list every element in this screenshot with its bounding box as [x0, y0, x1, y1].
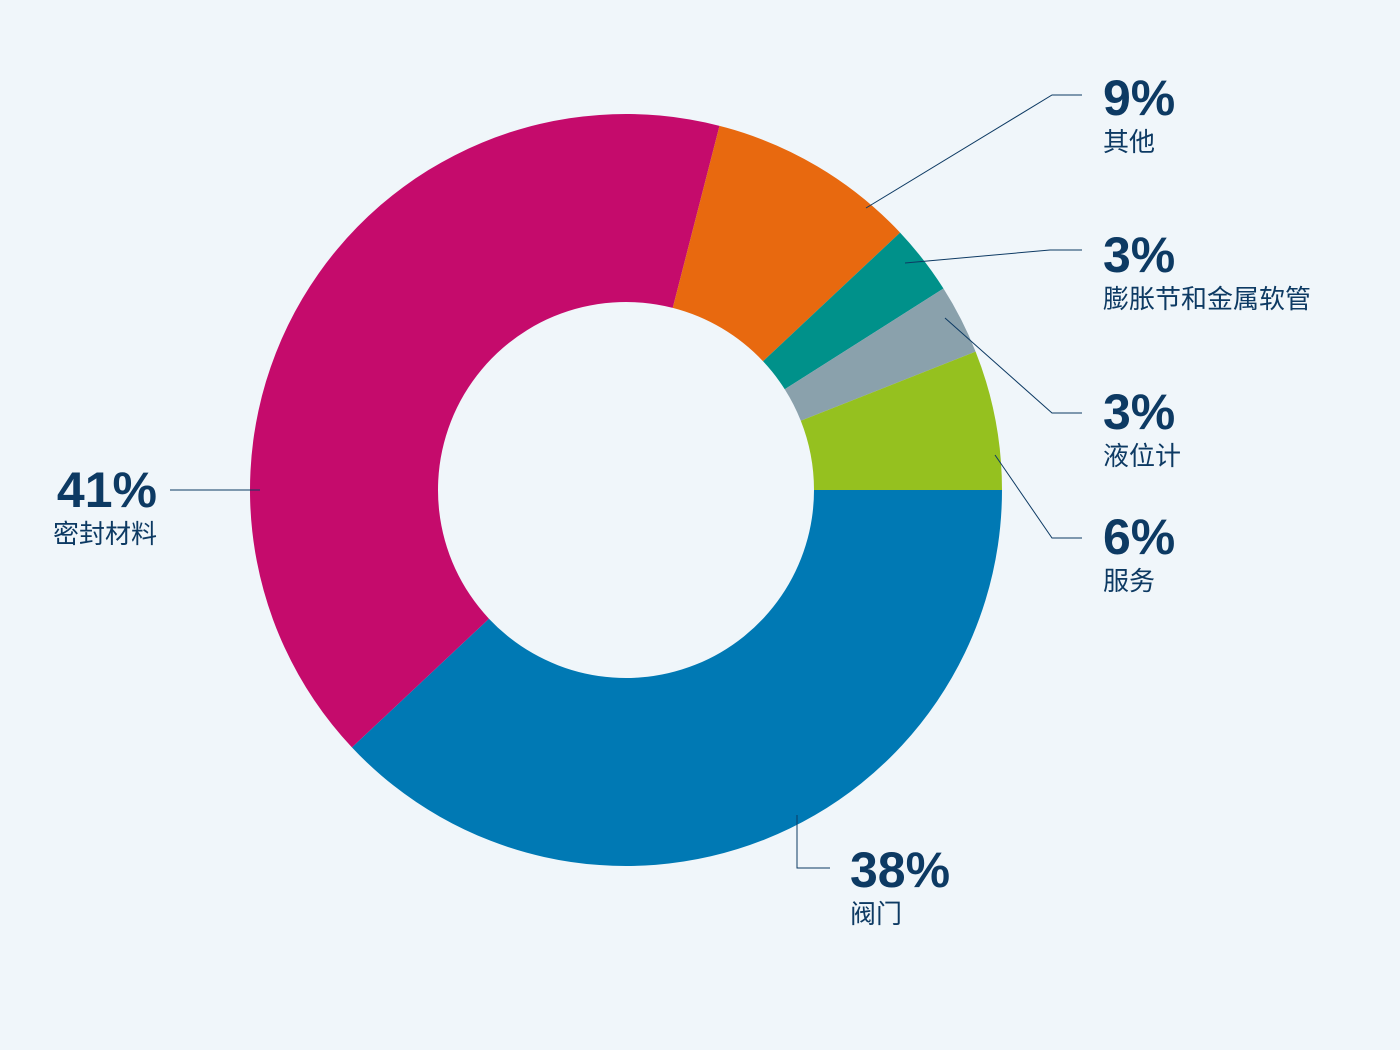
donut-slice — [763, 232, 944, 390]
value-label: 9% — [1103, 70, 1175, 126]
category-label: 其他 — [1103, 127, 1155, 157]
donut-slice — [800, 351, 1002, 490]
leader-line — [796, 815, 830, 869]
category-label: 服务 — [1103, 566, 1155, 596]
donut-slice — [784, 288, 976, 421]
category-label: 膨胀节和金属软管 — [1103, 284, 1311, 314]
value-label: 38% — [850, 842, 950, 898]
value-label: 3% — [1103, 384, 1175, 440]
value-label: 3% — [1103, 227, 1175, 283]
category-label: 液位计 — [1103, 441, 1181, 471]
value-label: 41% — [57, 462, 157, 518]
category-label: 阀门 — [850, 899, 902, 929]
donut-slice — [672, 125, 901, 362]
leader-line — [865, 94, 1082, 209]
donut-slice — [351, 490, 1002, 866]
leader-line — [994, 454, 1082, 539]
category-label: 密封材料 — [53, 519, 157, 549]
leader-line — [944, 317, 1082, 414]
donut-slice — [250, 113, 720, 748]
leader-line — [904, 249, 1082, 264]
value-label: 6% — [1103, 509, 1175, 565]
